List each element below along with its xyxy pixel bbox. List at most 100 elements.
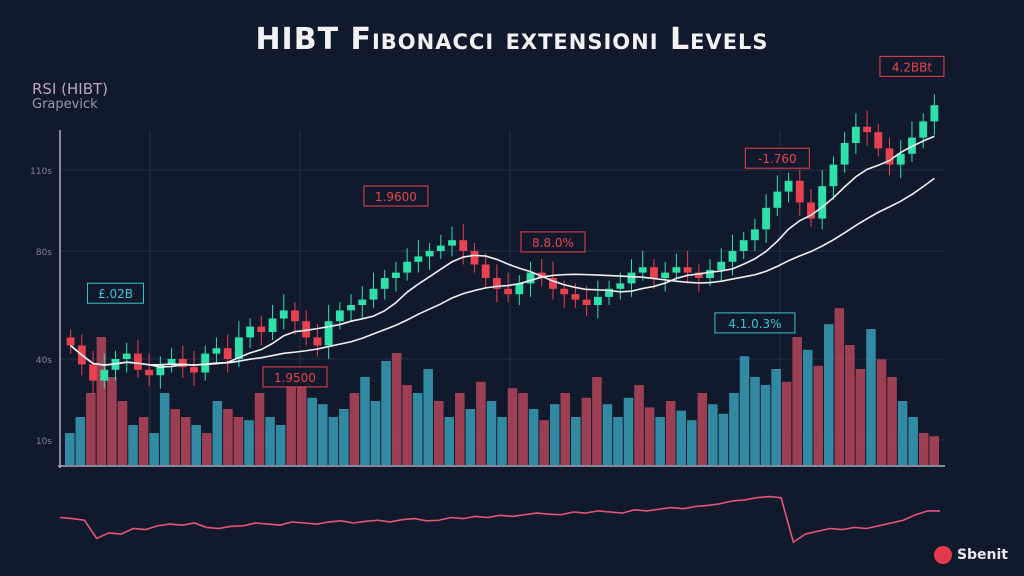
candle-body [392,272,400,278]
candle-body [549,278,557,289]
candle-body [470,251,479,265]
volume-bar [107,377,117,465]
candle-body [358,299,367,305]
volume-bar [518,393,528,465]
candle-body [795,180,804,203]
volume-bar [718,413,729,465]
candle-body [638,267,647,273]
volume-bar [296,369,307,465]
volume-bar [202,433,212,465]
moving-average-line [70,177,935,366]
price-label-box [744,147,810,169]
volume-bar [138,417,149,465]
candle-body [762,207,771,230]
candle-body [347,305,355,311]
volume-bar [412,393,423,465]
candle-body [807,202,815,219]
indicator-label: RSI (HIBT) [32,80,108,98]
volume-bar [634,385,644,465]
candle-body [279,310,288,319]
price-label-box [520,231,586,253]
candle-body [650,267,658,278]
volume-bar [244,420,254,465]
volume-bar [750,377,760,465]
price-label-box [714,312,796,334]
candle-body [212,348,221,354]
y-tick-label: 110s [30,167,52,177]
volume-bar [180,417,191,465]
y-tick-label: 80s [36,248,52,258]
volume-bar [908,417,918,465]
volume-bar [159,393,170,465]
volume-bar [265,417,275,465]
volume-bar [697,393,708,465]
candle-body [919,121,928,138]
volume-bar [686,420,697,465]
candle-body [425,251,434,257]
candle-body [133,353,142,370]
volume-bar [897,401,908,465]
candle-body [504,288,513,295]
volume-bar [855,369,866,465]
candle-body [661,272,670,278]
volume-bar [117,401,128,465]
volume-bar [581,397,592,465]
candle-body [291,310,299,322]
volume-bar [613,417,623,465]
volume-bar [75,417,86,465]
volume-bar [623,397,634,465]
candle-body [863,126,872,133]
volume-bar [233,417,244,465]
volume-bar [792,337,802,465]
candle-body [728,251,737,262]
candle-body [89,364,97,381]
volume-bar [571,417,581,465]
candle-body [874,132,883,149]
volume-bar [655,417,665,465]
volume-bar [223,409,233,465]
volume-bar [128,425,138,465]
volume-bar [539,420,549,465]
candle-body [414,256,423,262]
volume-bar [497,417,507,465]
price-label: 1.9600 [375,190,417,204]
volume-bar [676,410,686,465]
candle-body [145,369,154,376]
volume-bar [729,393,739,465]
candle-body [369,288,378,300]
volume-bar [170,409,180,465]
price-label: 4.2BBt [892,60,933,74]
candle-body [100,369,109,381]
candle-body [750,229,759,241]
y-tick-label: 40s [36,356,52,366]
volume-bar [391,353,402,465]
candle-body [672,267,681,273]
volume-bar [65,433,75,465]
candle-body [526,272,535,284]
volume-bar [592,377,602,465]
volume-bar [644,407,655,465]
volume-bar [307,397,318,465]
volume-bar [760,385,771,465]
candle-body [515,283,524,295]
volume-bar [191,425,202,465]
chart-title: HIBT Fibonacci extensioni Levels [255,22,769,57]
volume-bar [802,349,813,465]
volume-bar [813,365,824,465]
candle-body [257,326,266,332]
volume-bar [360,377,370,465]
price-label: £.02B [98,287,133,301]
candle-body [717,261,726,270]
volume-bar [918,433,929,465]
volume-bar [560,393,571,465]
candle-body [167,359,176,365]
volume-bar [834,308,845,465]
y-tick-label: 10s [36,437,52,447]
candle-body [403,261,412,273]
price-label-box [262,366,328,388]
volume-bar [665,401,676,465]
price-label: 1.9500 [274,371,316,385]
candle-body [537,272,546,278]
moving-average-line [70,135,935,368]
candle-body [694,272,703,278]
